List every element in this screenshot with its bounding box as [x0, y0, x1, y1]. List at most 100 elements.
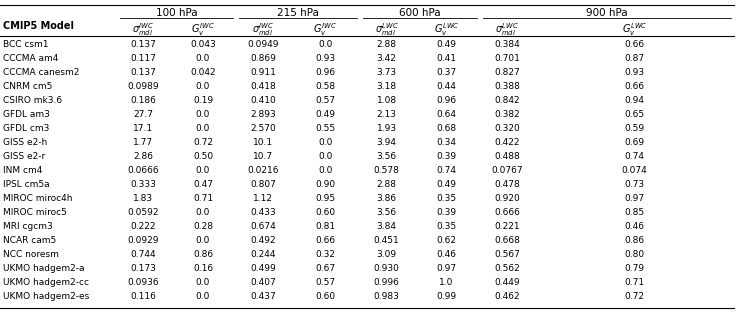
- Text: 0.0: 0.0: [196, 292, 210, 300]
- Text: 0.930: 0.930: [373, 264, 400, 273]
- Text: 0.96: 0.96: [315, 68, 335, 77]
- Text: INM cm4: INM cm4: [3, 166, 42, 175]
- Text: 0.0: 0.0: [196, 54, 210, 63]
- Text: 2.86: 2.86: [133, 152, 154, 161]
- Text: CNRM cm5: CNRM cm5: [3, 82, 52, 91]
- Text: 17.1: 17.1: [133, 124, 154, 133]
- Text: 0.41: 0.41: [436, 54, 457, 63]
- Text: 3.56: 3.56: [376, 208, 397, 217]
- Text: 0.65: 0.65: [624, 110, 645, 119]
- Text: 0.449: 0.449: [494, 278, 520, 287]
- Text: 3.09: 3.09: [376, 250, 397, 259]
- Text: $G_v^{LWC}$: $G_v^{LWC}$: [434, 21, 459, 38]
- Text: 0.499: 0.499: [250, 264, 276, 273]
- Text: 0.488: 0.488: [494, 152, 520, 161]
- Text: 0.382: 0.382: [494, 110, 520, 119]
- Text: 3.73: 3.73: [376, 68, 397, 77]
- Text: 0.60: 0.60: [315, 208, 335, 217]
- Text: 0.35: 0.35: [436, 194, 457, 203]
- Text: 0.0929: 0.0929: [128, 236, 159, 245]
- Text: 0.97: 0.97: [624, 194, 645, 203]
- Text: 0.47: 0.47: [193, 180, 213, 189]
- Text: 100 hPa: 100 hPa: [156, 7, 197, 18]
- Text: 0.0: 0.0: [318, 152, 332, 161]
- Text: 3.42: 3.42: [377, 54, 396, 63]
- Text: BCC csm1: BCC csm1: [3, 41, 49, 49]
- Text: 0.422: 0.422: [494, 138, 520, 147]
- Text: 0.69: 0.69: [624, 138, 645, 147]
- Text: 0.0: 0.0: [196, 110, 210, 119]
- Text: 0.116: 0.116: [130, 292, 156, 300]
- Text: 0.60: 0.60: [315, 292, 335, 300]
- Text: 0.578: 0.578: [373, 166, 400, 175]
- Text: 0.87: 0.87: [624, 54, 645, 63]
- Text: 0.0: 0.0: [196, 82, 210, 91]
- Text: 0.137: 0.137: [130, 41, 156, 49]
- Text: CSIRO mk3.6: CSIRO mk3.6: [3, 96, 62, 105]
- Text: 0.0592: 0.0592: [128, 208, 159, 217]
- Text: 0.46: 0.46: [436, 250, 457, 259]
- Text: 0.674: 0.674: [250, 222, 276, 231]
- Text: 0.93: 0.93: [315, 54, 335, 63]
- Text: $\sigma_{mdl}^{IWC}$: $\sigma_{mdl}^{IWC}$: [252, 21, 274, 38]
- Text: 0.44: 0.44: [437, 82, 456, 91]
- Text: 2.13: 2.13: [376, 110, 397, 119]
- Text: 0.869: 0.869: [250, 54, 276, 63]
- Text: $G_v^{IWC}$: $G_v^{IWC}$: [313, 21, 337, 38]
- Text: 0.222: 0.222: [131, 222, 156, 231]
- Text: 0.186: 0.186: [130, 96, 156, 105]
- Text: 0.0: 0.0: [318, 166, 332, 175]
- Text: 3.94: 3.94: [376, 138, 397, 147]
- Text: MIROC miroc5: MIROC miroc5: [3, 208, 67, 217]
- Text: 0.16: 0.16: [193, 264, 213, 273]
- Text: 0.95: 0.95: [315, 194, 335, 203]
- Text: 0.074: 0.074: [622, 166, 647, 175]
- Text: 0.842: 0.842: [494, 96, 520, 105]
- Text: 0.96: 0.96: [436, 96, 457, 105]
- Text: 0.86: 0.86: [624, 236, 645, 245]
- Text: 0.35: 0.35: [436, 222, 457, 231]
- Text: 0.67: 0.67: [315, 264, 335, 273]
- Text: 0.55: 0.55: [315, 124, 335, 133]
- Text: 0.34: 0.34: [436, 138, 457, 147]
- Text: 0.39: 0.39: [436, 152, 457, 161]
- Text: 0.173: 0.173: [130, 264, 156, 273]
- Text: 600 hPa: 600 hPa: [399, 7, 441, 18]
- Text: MRI cgcm3: MRI cgcm3: [3, 222, 52, 231]
- Text: 0.462: 0.462: [494, 292, 520, 300]
- Text: 0.407: 0.407: [250, 278, 276, 287]
- Text: 0.19: 0.19: [193, 96, 213, 105]
- Text: 0.32: 0.32: [315, 250, 335, 259]
- Text: 3.84: 3.84: [376, 222, 397, 231]
- Text: 3.86: 3.86: [376, 194, 397, 203]
- Text: 0.410: 0.410: [250, 96, 276, 105]
- Text: 0.37: 0.37: [436, 68, 457, 77]
- Text: $\sigma_{mdl}^{IWC}$: $\sigma_{mdl}^{IWC}$: [132, 21, 154, 38]
- Text: 0.744: 0.744: [131, 250, 156, 259]
- Text: 0.333: 0.333: [130, 180, 156, 189]
- Text: 1.08: 1.08: [376, 96, 397, 105]
- Text: 0.71: 0.71: [193, 194, 213, 203]
- Text: 10.1: 10.1: [253, 138, 273, 147]
- Text: 0.0: 0.0: [318, 138, 332, 147]
- Text: 0.28: 0.28: [193, 222, 213, 231]
- Text: 0.72: 0.72: [624, 292, 645, 300]
- Text: 0.66: 0.66: [624, 82, 645, 91]
- Text: 0.46: 0.46: [624, 222, 645, 231]
- Text: 0.996: 0.996: [373, 278, 400, 287]
- Text: 27.7: 27.7: [133, 110, 154, 119]
- Text: GISS e2-h: GISS e2-h: [3, 138, 47, 147]
- Text: MIROC miroc4h: MIROC miroc4h: [3, 194, 72, 203]
- Text: 0.042: 0.042: [190, 68, 215, 77]
- Text: 0.920: 0.920: [494, 194, 520, 203]
- Text: 0.437: 0.437: [250, 292, 276, 300]
- Text: 0.57: 0.57: [315, 278, 335, 287]
- Text: 0.478: 0.478: [494, 180, 520, 189]
- Text: 0.567: 0.567: [494, 250, 520, 259]
- Text: 0.221: 0.221: [494, 222, 520, 231]
- Text: 2.893: 2.893: [250, 110, 276, 119]
- Text: 0.90: 0.90: [315, 180, 335, 189]
- Text: 0.94: 0.94: [624, 96, 645, 105]
- Text: CCCMA canesm2: CCCMA canesm2: [3, 68, 79, 77]
- Text: 0.0: 0.0: [196, 208, 210, 217]
